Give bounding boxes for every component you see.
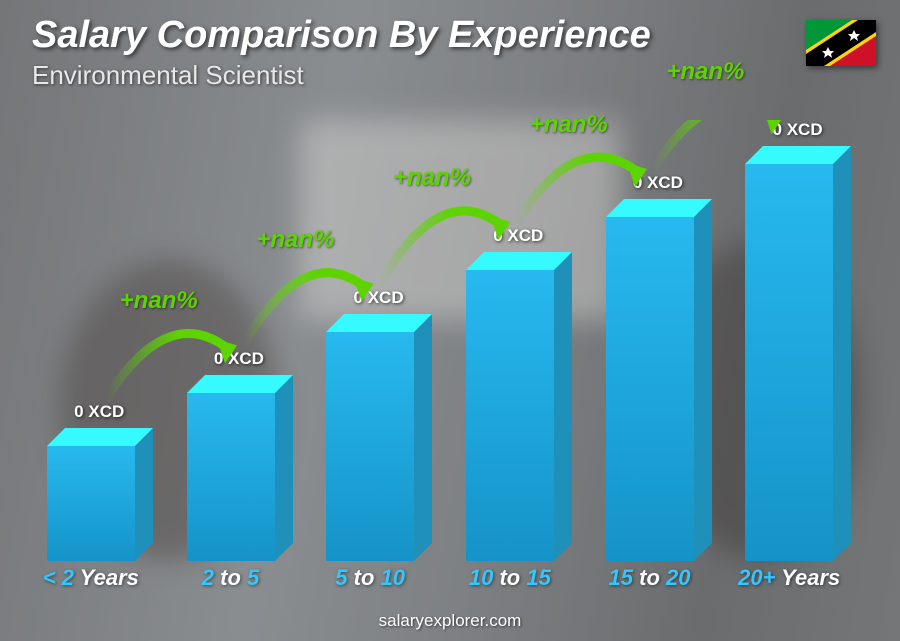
x-axis-category: 15 to 20: [589, 565, 711, 597]
x-axis-category: 20+ Years: [728, 565, 850, 597]
bar-column: 0 XCD: [589, 120, 711, 561]
growth-arc-label: +nan%: [530, 111, 608, 139]
bar-value-label: 0 XCD: [169, 349, 309, 369]
x-axis-category: 5 to 10: [309, 565, 431, 597]
bar: [466, 270, 554, 561]
growth-arc-label: +nan%: [666, 58, 744, 86]
bar-value-label: 0 XCD: [588, 173, 728, 193]
country-flag-icon: [806, 20, 876, 66]
bar-value-label: 0 XCD: [728, 120, 868, 140]
growth-arc-label: +nan%: [393, 164, 471, 192]
x-axis-labels: < 2 Years 2 to 5 5 to 10 10 to 15 15 to 20 20…: [30, 565, 850, 597]
x-axis-category: 10 to 15: [449, 565, 571, 597]
x-axis-category: 2 to 5: [170, 565, 292, 597]
bar-value-label: 0 XCD: [309, 288, 449, 308]
bar-column: 0 XCD: [170, 120, 292, 561]
bar-chart: 0 XCD0 XCD0 XCD0 XCD0 XCD0 XCD+nan%+nan%…: [30, 120, 850, 597]
bar: [745, 164, 833, 561]
bar-column: 0 XCD: [30, 120, 152, 561]
bar-column: 0 XCD: [728, 120, 850, 561]
chart-title: Salary Comparison By Experience: [32, 14, 651, 57]
infographic-stage: Salary Comparison By Experience Environm…: [0, 0, 900, 641]
footer-credit: salaryexplorer.com: [0, 611, 900, 631]
bars-container: 0 XCD0 XCD0 XCD0 XCD0 XCD0 XCD+nan%+nan%…: [30, 120, 850, 561]
bar: [47, 446, 135, 561]
chart-subtitle: Environmental Scientist: [32, 60, 304, 91]
bar-value-label: 0 XCD: [29, 402, 169, 422]
bar: [187, 393, 275, 561]
growth-arc-label: +nan%: [120, 287, 198, 315]
bar-value-label: 0 XCD: [448, 226, 588, 246]
x-axis-category: < 2 Years: [30, 565, 152, 597]
bar: [606, 217, 694, 561]
growth-arc-label: +nan%: [256, 226, 334, 254]
bar: [326, 332, 414, 561]
